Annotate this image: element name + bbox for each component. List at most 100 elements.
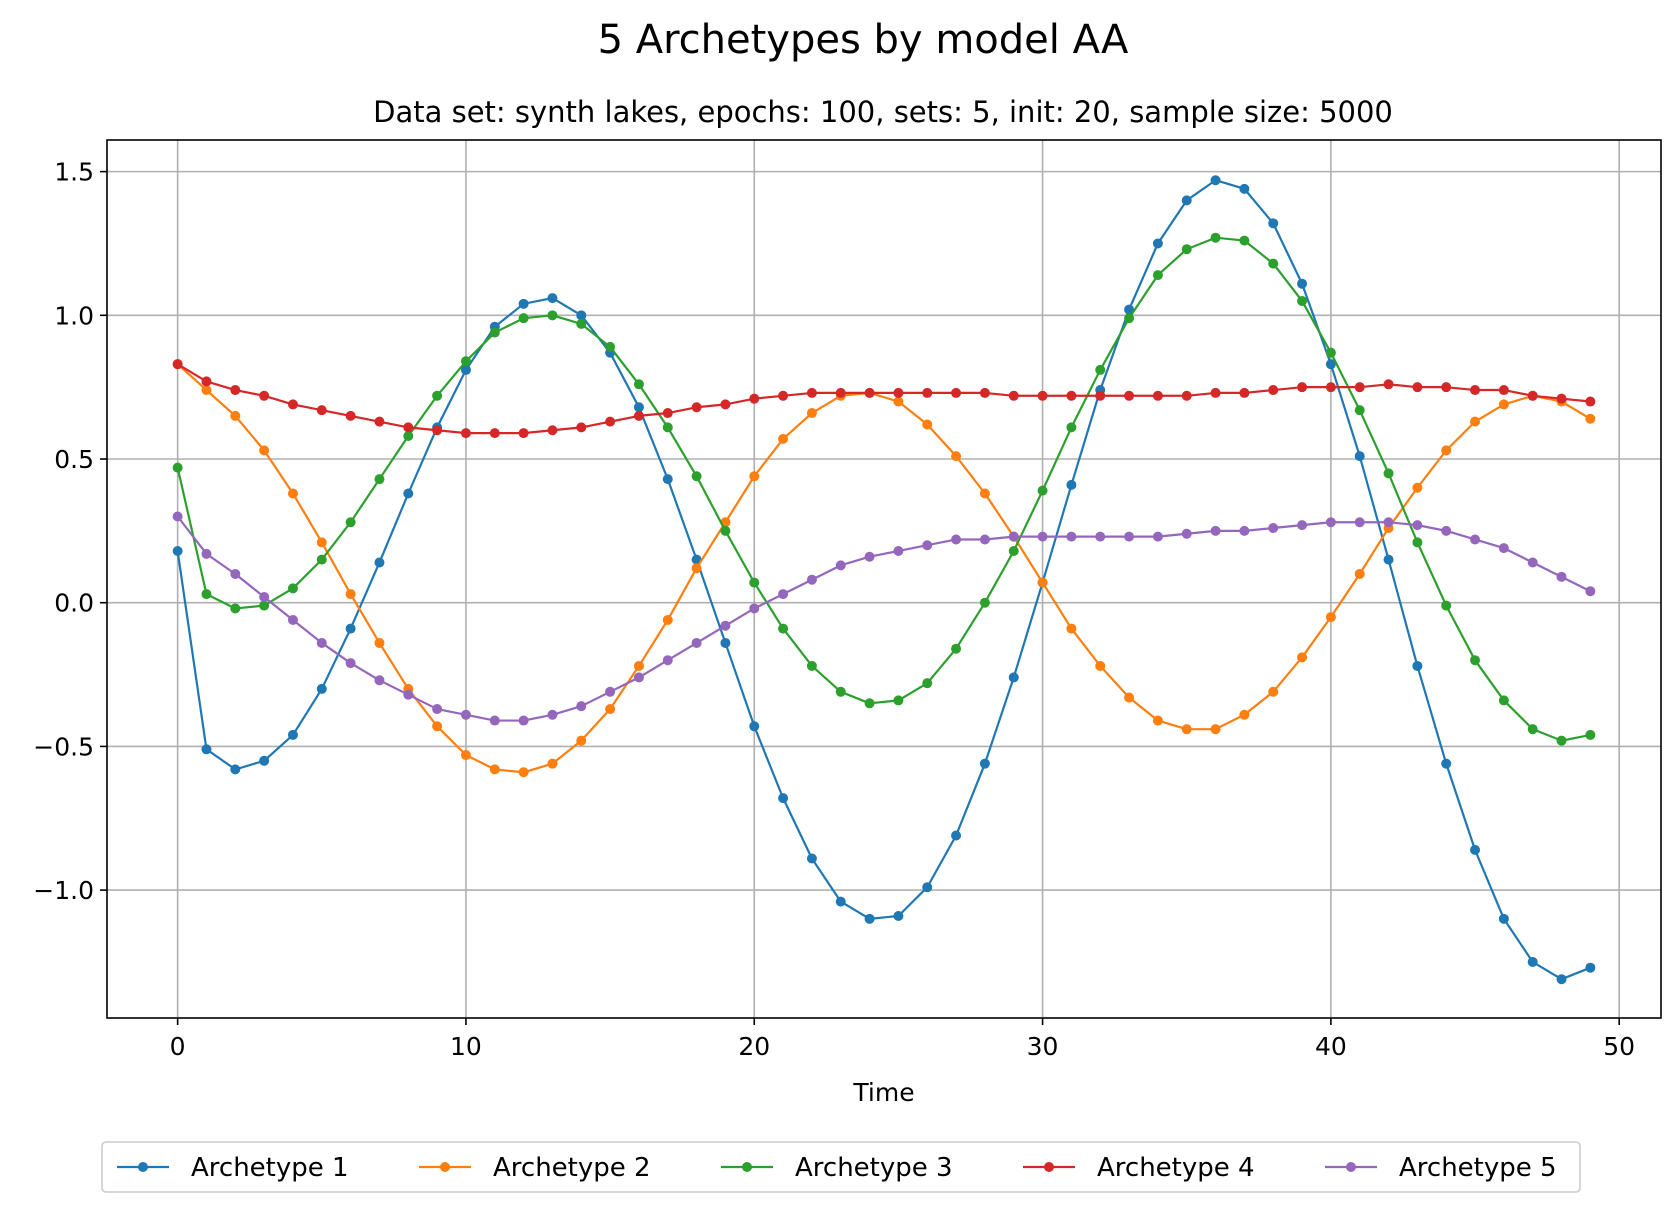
data-point bbox=[489, 428, 500, 439]
data-point bbox=[1268, 686, 1279, 697]
data-point bbox=[172, 462, 183, 473]
data-point bbox=[662, 422, 673, 433]
data-point bbox=[1268, 385, 1279, 396]
data-point bbox=[1210, 232, 1221, 243]
data-point bbox=[1152, 531, 1163, 542]
data-point bbox=[1325, 612, 1336, 623]
data-point bbox=[316, 554, 327, 565]
chart-title: 5 Archetypes by model AA bbox=[598, 17, 1129, 63]
data-point bbox=[1470, 385, 1481, 396]
legend-label: Archetype 5 bbox=[1399, 1153, 1557, 1183]
data-point bbox=[230, 410, 241, 421]
data-point bbox=[1268, 522, 1279, 533]
data-point bbox=[806, 853, 817, 864]
data-point bbox=[979, 387, 990, 398]
x-tick-label: 20 bbox=[738, 1032, 770, 1061]
data-point bbox=[345, 410, 356, 421]
data-point bbox=[633, 672, 644, 683]
data-point bbox=[1239, 709, 1250, 720]
grid-lines bbox=[107, 140, 1661, 1018]
data-point bbox=[1297, 520, 1308, 531]
data-point bbox=[1354, 568, 1365, 579]
data-point bbox=[374, 474, 385, 485]
data-point bbox=[1181, 724, 1192, 735]
data-point bbox=[547, 758, 558, 769]
data-point bbox=[1470, 534, 1481, 545]
data-point bbox=[374, 557, 385, 568]
x-tick-label: 40 bbox=[1315, 1032, 1347, 1061]
data-point bbox=[1181, 528, 1192, 539]
data-point bbox=[922, 882, 933, 893]
data-point bbox=[1181, 195, 1192, 206]
data-point bbox=[1210, 175, 1221, 186]
data-point bbox=[432, 425, 443, 436]
data-point bbox=[778, 793, 789, 804]
data-point bbox=[1066, 390, 1077, 401]
data-point bbox=[518, 428, 529, 439]
data-point bbox=[1210, 387, 1221, 398]
legend-marker bbox=[1346, 1162, 1356, 1172]
data-point bbox=[518, 313, 529, 324]
data-point bbox=[749, 721, 760, 732]
data-point bbox=[432, 704, 443, 715]
data-point bbox=[1297, 295, 1308, 306]
data-point bbox=[633, 410, 644, 421]
chart-subtitle: Data set: synth lakes, epochs: 100, sets… bbox=[373, 95, 1393, 129]
y-tick-label: −1.0 bbox=[33, 876, 94, 905]
data-point bbox=[1152, 238, 1163, 249]
data-point bbox=[1498, 399, 1509, 410]
data-point bbox=[1037, 485, 1048, 496]
data-point bbox=[691, 563, 702, 574]
data-point bbox=[1585, 729, 1596, 740]
legend-frame bbox=[101, 1141, 1581, 1193]
series-line bbox=[176, 179, 1591, 981]
data-point bbox=[259, 755, 270, 766]
data-point bbox=[951, 534, 962, 545]
data-point bbox=[605, 341, 616, 352]
legend-item: Archetype 5 bbox=[1325, 1153, 1557, 1183]
data-point bbox=[1095, 531, 1106, 542]
data-point bbox=[1354, 451, 1365, 462]
data-point bbox=[1470, 844, 1481, 855]
data-point bbox=[1441, 525, 1452, 536]
data-point bbox=[576, 701, 587, 712]
data-point bbox=[1470, 655, 1481, 666]
data-point bbox=[979, 534, 990, 545]
data-point bbox=[287, 729, 298, 740]
data-point bbox=[403, 422, 414, 433]
data-point bbox=[259, 600, 270, 611]
data-point bbox=[1325, 382, 1336, 393]
data-point bbox=[720, 399, 731, 410]
data-point bbox=[287, 399, 298, 410]
data-point bbox=[403, 689, 414, 700]
data-point bbox=[576, 310, 587, 321]
data-point bbox=[1556, 571, 1567, 582]
data-point bbox=[806, 408, 817, 419]
data-point bbox=[893, 387, 904, 398]
data-point bbox=[1354, 517, 1365, 528]
data-point bbox=[1527, 390, 1538, 401]
data-point bbox=[1181, 390, 1192, 401]
data-point bbox=[316, 405, 327, 416]
series-4 bbox=[172, 359, 1596, 439]
data-point bbox=[806, 387, 817, 398]
data-point bbox=[201, 744, 212, 755]
data-point bbox=[1441, 382, 1452, 393]
data-point bbox=[1441, 600, 1452, 611]
data-point bbox=[605, 704, 616, 715]
x-tick-label: 50 bbox=[1603, 1032, 1635, 1061]
axis-ticks: 0 10 20 30 40 50 −1.0 −0.5 0.0 0.5 1.0 1.5 bbox=[33, 158, 1635, 1061]
legend-marker bbox=[742, 1162, 752, 1172]
data-point bbox=[893, 545, 904, 556]
series-layer bbox=[172, 175, 1596, 985]
y-tick-label: −0.5 bbox=[33, 732, 94, 761]
series-3 bbox=[172, 232, 1596, 746]
series-5 bbox=[172, 511, 1596, 726]
data-point bbox=[489, 327, 500, 338]
data-point bbox=[287, 583, 298, 594]
data-point bbox=[864, 913, 875, 924]
data-point bbox=[979, 488, 990, 499]
